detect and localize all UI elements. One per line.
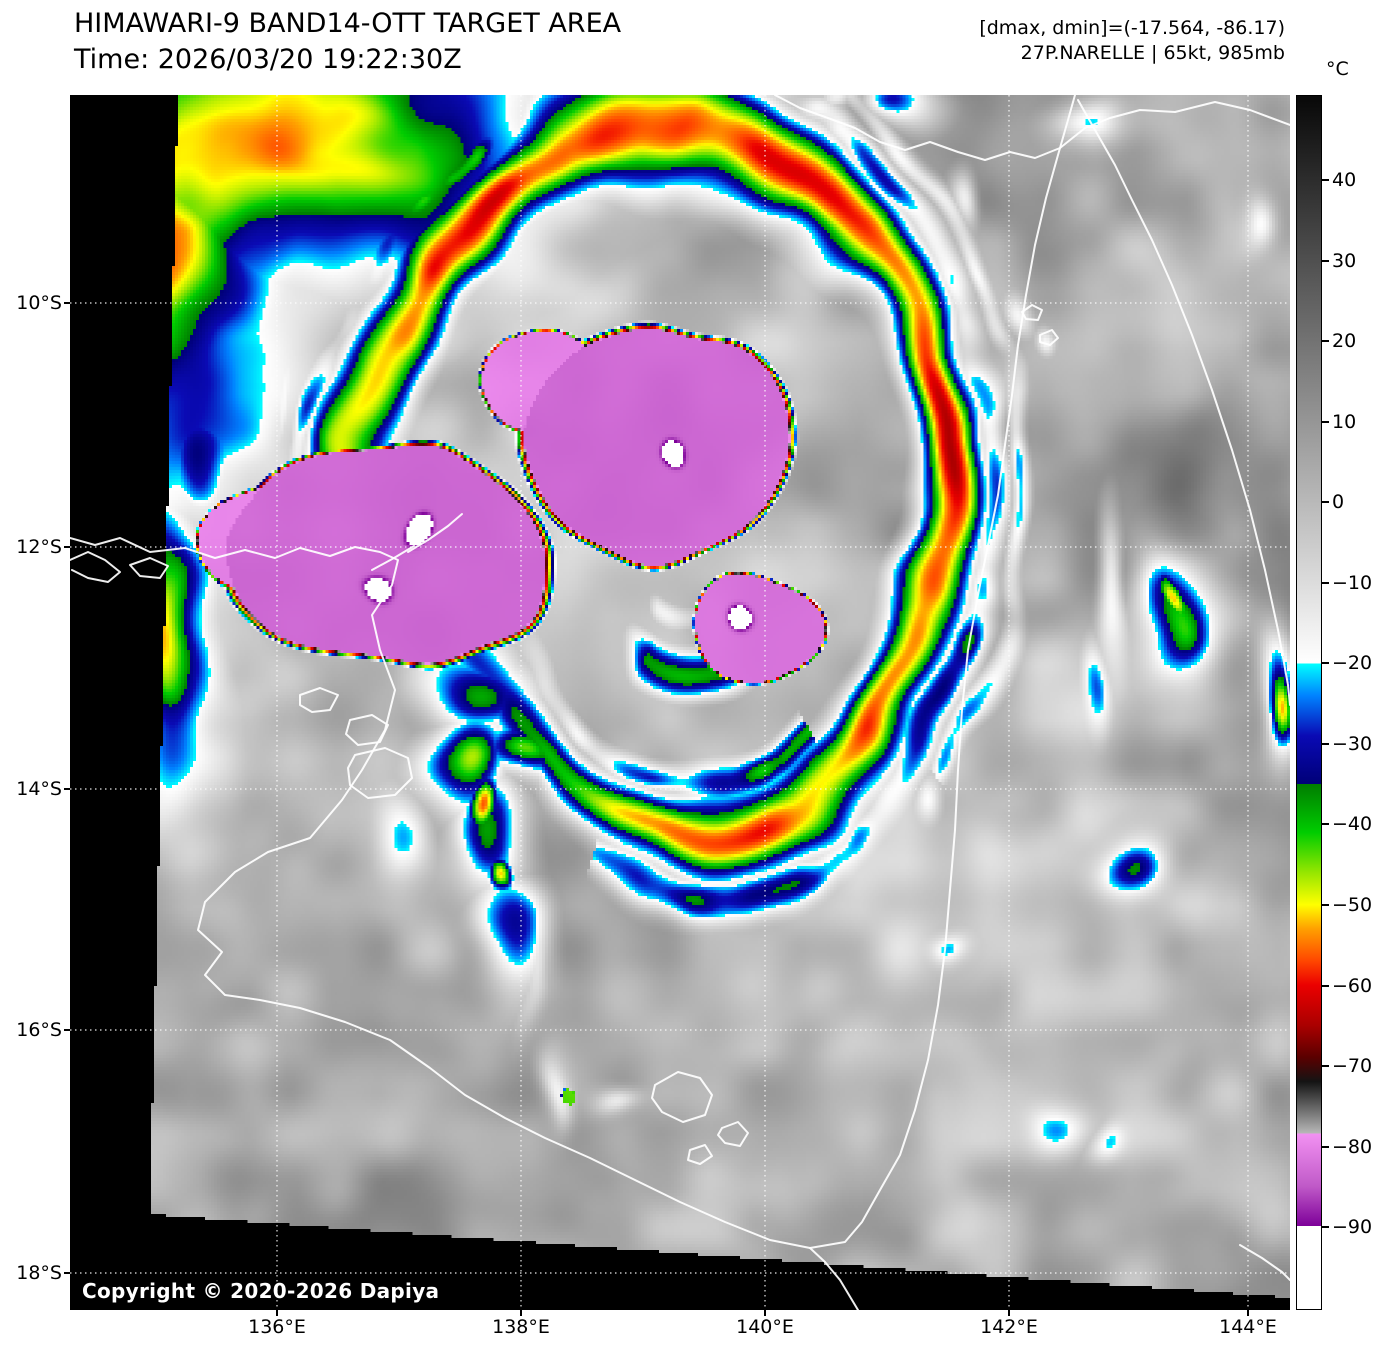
lon-tick-label: 144°E bbox=[1219, 1316, 1277, 1338]
colorbar-tick-label: −50 bbox=[1332, 894, 1373, 916]
lon-tick-mark bbox=[1247, 1310, 1249, 1316]
dmax-dmin-text: [dmax, dmin]=(-17.564, -86.17) bbox=[979, 17, 1285, 39]
lat-tick-label: 16°S bbox=[16, 1019, 62, 1041]
lon-tick-label: 142°E bbox=[980, 1316, 1038, 1338]
figure-time: Time: 2026/03/20 19:22:30Z bbox=[74, 44, 462, 75]
colorbar-tick-label: 30 bbox=[1332, 249, 1357, 272]
lon-tick-label: 138°E bbox=[492, 1316, 550, 1338]
colorbar-tick-label: 40 bbox=[1332, 169, 1357, 192]
coastline-island-torres-1 bbox=[1021, 304, 1043, 321]
map-plot-area: Copyright © 2020-2026 Dapiya bbox=[70, 95, 1290, 1310]
coastline-top-end-coast-2 bbox=[129, 557, 169, 579]
colorbar-tick-label: 10 bbox=[1332, 410, 1357, 433]
colorbar-tick-label: −60 bbox=[1332, 974, 1373, 997]
lon-tick-label: 136°E bbox=[248, 1316, 306, 1338]
colorbar bbox=[1296, 95, 1322, 1310]
coastline-top-end-coast-1 bbox=[70, 551, 121, 583]
coastline-coast-bottom-right bbox=[1239, 1244, 1290, 1281]
colorbar-tick-label: −70 bbox=[1332, 1055, 1373, 1078]
lon-tick-label: 140°E bbox=[736, 1316, 794, 1338]
coastline-island-wellesley-3 bbox=[687, 1144, 713, 1165]
colorbar-tick-mark bbox=[1322, 179, 1329, 182]
colorbar-tick-mark bbox=[1322, 1065, 1329, 1068]
colorbar-tick-mark bbox=[1322, 742, 1329, 745]
lat-tick-label: 18°S bbox=[16, 1262, 62, 1284]
coastline-wessel-islands-1 bbox=[407, 513, 463, 553]
coastline-island-torres-2 bbox=[1039, 329, 1059, 346]
coastline-island-wellesley-2 bbox=[717, 1121, 749, 1147]
lat-tick-mark bbox=[64, 1029, 70, 1031]
colorbar-tick-label: −90 bbox=[1332, 1216, 1373, 1239]
lon-tick-mark bbox=[1008, 1310, 1010, 1316]
coastline-png-south-coast bbox=[774, 95, 1290, 161]
figure-title: HIMAWARI-9 BAND14-OTT TARGET AREA bbox=[74, 8, 622, 39]
coastline-coast-branch-south bbox=[809, 1247, 859, 1310]
colorbar-tick-mark bbox=[1322, 501, 1329, 504]
colorbar-tick-mark bbox=[1322, 581, 1329, 584]
coastline-island-mornington bbox=[651, 1071, 713, 1123]
lat-tick-mark bbox=[64, 1272, 70, 1274]
lat-tick-label: 12°S bbox=[16, 536, 62, 558]
grid-lines bbox=[70, 95, 1290, 1310]
coastline-island-blue-mud-2 bbox=[345, 714, 389, 746]
colorbar-unit-label: °C bbox=[1326, 58, 1349, 80]
coastline-island-groote bbox=[347, 747, 413, 799]
lon-tick-mark bbox=[520, 1310, 522, 1316]
lon-tick-mark bbox=[276, 1310, 278, 1316]
colorbar-tick-label: 20 bbox=[1332, 330, 1357, 353]
figure-title-block: HIMAWARI-9 BAND14-OTT TARGET AREA Time: … bbox=[74, 6, 621, 78]
storm-info-text: 27P.NARELLE | 65kt, 985mb bbox=[1020, 42, 1285, 64]
colorbar-tick-label: −30 bbox=[1332, 732, 1373, 755]
coastline-cape-york-east-coast bbox=[1077, 99, 1290, 706]
lon-tick-mark bbox=[764, 1310, 766, 1316]
coastline-wessel-islands-2 bbox=[371, 545, 415, 571]
lat-tick-label: 14°S bbox=[16, 778, 62, 800]
colorbar-tick-mark bbox=[1322, 420, 1329, 423]
coastline-gulf-coast-main bbox=[70, 95, 1076, 1249]
copyright-text: Copyright © 2020-2026 Dapiya bbox=[82, 1279, 440, 1303]
figure-info-block: [dmax, dmin]=(-17.564, -86.17) 27P.NAREL… bbox=[979, 16, 1285, 66]
colorbar-gradient bbox=[1297, 96, 1321, 1309]
coastline-island-blue-mud-1 bbox=[299, 687, 339, 713]
colorbar-tick-mark bbox=[1322, 904, 1329, 906]
colorbar-tick-mark bbox=[1322, 259, 1329, 262]
colorbar-tick-label: −10 bbox=[1332, 571, 1373, 594]
colorbar-tick-mark bbox=[1322, 662, 1329, 665]
colorbar-tick-label: −20 bbox=[1332, 652, 1373, 675]
colorbar-tick-mark bbox=[1322, 1145, 1329, 1148]
colorbar-tick-label: 0 bbox=[1332, 491, 1345, 514]
colorbar-tick-mark bbox=[1322, 984, 1329, 987]
colorbar-tick-mark bbox=[1322, 340, 1329, 343]
lat-tick-mark bbox=[64, 546, 70, 548]
colorbar-tick-mark bbox=[1322, 823, 1329, 826]
colorbar-tick-label: −40 bbox=[1332, 813, 1373, 836]
colorbar-tick-label: −80 bbox=[1332, 1135, 1373, 1158]
lat-tick-mark bbox=[64, 302, 70, 304]
lat-tick-label: 10°S bbox=[16, 292, 62, 314]
colorbar-tick-mark bbox=[1322, 1226, 1329, 1229]
lat-tick-mark bbox=[64, 788, 70, 790]
satellite-canvas bbox=[70, 95, 1290, 1310]
map-overlay bbox=[70, 95, 1290, 1310]
coastlines bbox=[70, 95, 1290, 1310]
